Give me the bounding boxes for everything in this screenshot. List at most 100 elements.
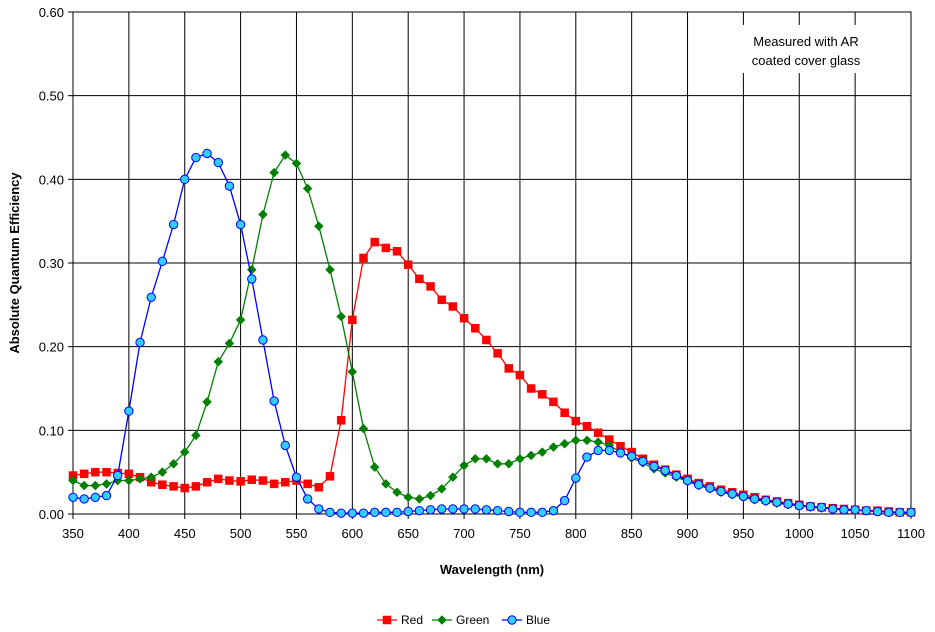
blue-point bbox=[269, 396, 279, 406]
red-point bbox=[538, 390, 547, 399]
blue-point bbox=[638, 456, 648, 466]
blue-point bbox=[716, 486, 726, 497]
x-tick-label: 500 bbox=[230, 526, 252, 541]
green-point bbox=[515, 453, 525, 464]
blue-point bbox=[414, 505, 425, 516]
blue-point bbox=[705, 483, 715, 493]
red-point bbox=[593, 428, 603, 438]
red-point bbox=[448, 302, 458, 311]
series-blue bbox=[68, 148, 916, 518]
blue-point bbox=[839, 505, 849, 515]
legend-swatch-marker bbox=[382, 615, 392, 625]
blue-point bbox=[369, 507, 380, 518]
blue-point bbox=[425, 505, 436, 515]
red-point bbox=[348, 315, 357, 325]
red-point bbox=[549, 397, 558, 407]
blue-line bbox=[72, 152, 911, 514]
green-point bbox=[157, 467, 168, 478]
blue-point bbox=[649, 461, 659, 472]
x-tick-label: 450 bbox=[174, 526, 196, 541]
blue-point bbox=[347, 508, 358, 518]
x-tick-label: 600 bbox=[341, 526, 363, 541]
green-point bbox=[492, 458, 503, 469]
blue-point bbox=[392, 507, 402, 518]
green-point bbox=[291, 158, 302, 169]
red-point bbox=[214, 474, 223, 484]
blue-point bbox=[258, 335, 268, 345]
blue-point bbox=[124, 406, 134, 416]
blue-point bbox=[727, 489, 737, 499]
legend-item-blue: Blue bbox=[502, 613, 550, 627]
y-tick-label: 0.00 bbox=[39, 507, 64, 522]
red-point bbox=[102, 467, 111, 477]
blue-point bbox=[135, 337, 145, 348]
legend-swatch-marker bbox=[507, 615, 517, 625]
green-point bbox=[425, 490, 436, 501]
green-point bbox=[269, 167, 279, 178]
green-point bbox=[347, 366, 358, 377]
blue-point bbox=[872, 506, 883, 517]
blue-point bbox=[783, 499, 793, 509]
x-tick-label: 1000 bbox=[785, 526, 814, 541]
green-point bbox=[179, 447, 190, 457]
red-point bbox=[403, 260, 413, 269]
blue-point bbox=[481, 505, 492, 515]
blue-point bbox=[794, 500, 804, 511]
green-point bbox=[79, 480, 90, 491]
green-point bbox=[124, 475, 134, 486]
green-line bbox=[72, 154, 912, 514]
blue-point bbox=[548, 505, 559, 516]
red-point bbox=[482, 335, 491, 345]
blue-point bbox=[437, 504, 447, 514]
green-point bbox=[101, 479, 112, 489]
blue-point bbox=[828, 504, 838, 514]
blue-point bbox=[626, 451, 637, 461]
green-point bbox=[526, 450, 536, 461]
blue-point bbox=[314, 504, 324, 514]
blue-point bbox=[68, 492, 78, 502]
green-point bbox=[68, 475, 78, 486]
grid bbox=[72, 11, 912, 515]
blue-point bbox=[761, 495, 771, 506]
green-point bbox=[448, 472, 458, 483]
x-tick-label: 1050 bbox=[841, 526, 870, 541]
blue-point bbox=[336, 508, 346, 518]
blue-point bbox=[168, 219, 179, 230]
annotation-box bbox=[722, 25, 890, 73]
green-point bbox=[168, 458, 179, 469]
y-tick-label: 0.40 bbox=[39, 172, 64, 187]
x-tick-label: 850 bbox=[621, 526, 643, 541]
green-point bbox=[325, 264, 335, 275]
red-point bbox=[437, 295, 446, 305]
red-point bbox=[526, 384, 536, 393]
red-point bbox=[202, 477, 212, 487]
annotation-line-1: Measured with AR bbox=[753, 34, 859, 49]
green-point bbox=[202, 397, 212, 407]
x-tick-label: 800 bbox=[565, 526, 587, 541]
red-point bbox=[381, 243, 391, 253]
blue-point bbox=[224, 181, 235, 191]
blue-point bbox=[694, 480, 704, 490]
blue-point bbox=[202, 148, 212, 159]
red-point bbox=[504, 364, 514, 373]
y-tick-label: 0.20 bbox=[39, 340, 64, 355]
green-point bbox=[570, 435, 581, 446]
blue-point bbox=[537, 507, 547, 518]
green-point bbox=[537, 447, 548, 457]
red-point bbox=[426, 282, 435, 291]
blue-point bbox=[291, 472, 302, 482]
blue-point bbox=[671, 470, 682, 481]
blue-point bbox=[180, 174, 190, 185]
green-point bbox=[313, 221, 324, 232]
green-point bbox=[336, 311, 347, 322]
red-point bbox=[281, 477, 290, 487]
blue-point bbox=[604, 445, 615, 456]
y-tick-label: 0.50 bbox=[39, 89, 64, 104]
y-axis-title: Absolute Quantum Efficiency bbox=[7, 172, 22, 354]
x-axis: 350 400 450 500 550 600 650 700 750 800 850 900 950 1… bbox=[62, 514, 925, 541]
green-point bbox=[503, 458, 514, 469]
green-point bbox=[481, 453, 492, 464]
blue-point bbox=[850, 505, 860, 515]
green-point bbox=[403, 492, 414, 503]
blue-point bbox=[492, 505, 503, 516]
